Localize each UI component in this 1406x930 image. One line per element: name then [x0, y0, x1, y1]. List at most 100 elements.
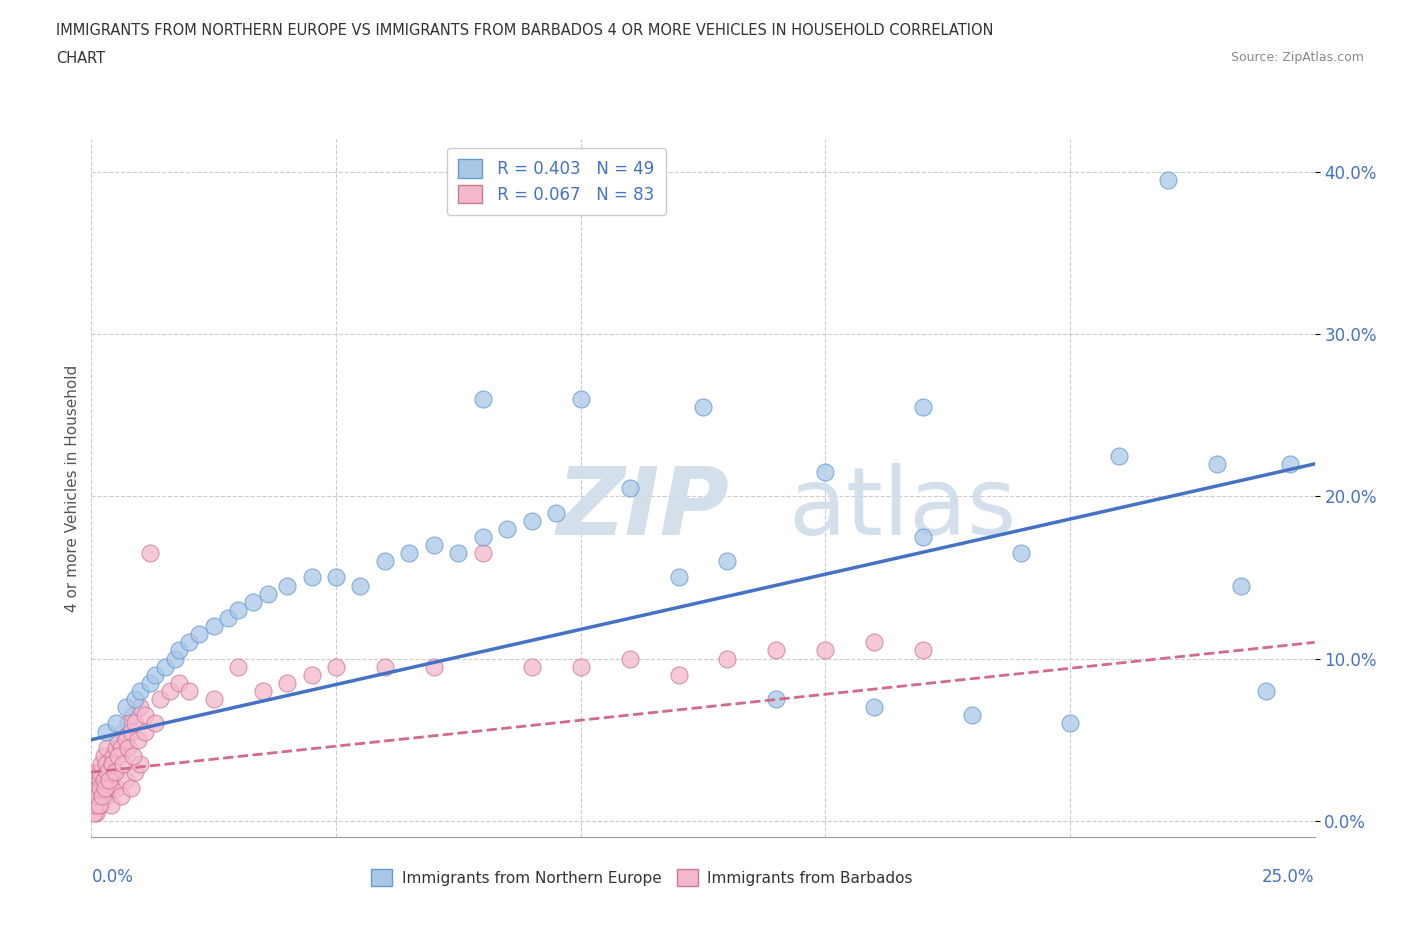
Point: [765, 643, 787, 658]
Point: [94, 781, 117, 796]
Point: [104, 764, 127, 779]
Point: [143, 668, 166, 683]
Point: [301, 570, 323, 585]
Point: [134, 724, 156, 739]
Point: [139, 546, 162, 561]
Point: [226, 659, 249, 674]
Point: [89, 764, 111, 779]
Point: [127, 732, 149, 747]
Point: [169, 643, 191, 658]
Point: [122, 708, 145, 723]
Point: [120, 724, 142, 739]
Point: [569, 392, 592, 406]
Point: [153, 659, 176, 674]
Point: [96, 740, 118, 755]
Point: [374, 553, 396, 568]
Legend: Immigrants from Northern Europe, Immigrants from Barbados: Immigrants from Northern Europe, Immigra…: [366, 863, 918, 892]
Text: IMMIGRANTS FROM NORTHERN EUROPE VS IMMIGRANTS FROM BARBADOS 4 OR MORE VEHICLES I: IMMIGRANTS FROM NORTHERN EUROPE VS IMMIG…: [56, 23, 994, 38]
Point: [912, 643, 935, 658]
Point: [668, 570, 690, 585]
Point: [117, 716, 139, 731]
Point: [423, 538, 446, 552]
Point: [1205, 457, 1227, 472]
Point: [89, 781, 111, 796]
Text: Source: ZipAtlas.com: Source: ZipAtlas.com: [1230, 51, 1364, 64]
Point: [84, 805, 107, 820]
Point: [349, 578, 371, 593]
Point: [169, 675, 191, 690]
Point: [814, 465, 837, 480]
Point: [496, 522, 519, 537]
Point: [546, 505, 568, 520]
Point: [87, 797, 110, 812]
Point: [96, 764, 118, 779]
Point: [90, 797, 112, 812]
Point: [301, 668, 323, 683]
Point: [129, 699, 152, 714]
Point: [129, 757, 152, 772]
Point: [471, 546, 494, 561]
Text: atlas: atlas: [789, 463, 1017, 555]
Point: [692, 400, 714, 415]
Point: [83, 805, 105, 820]
Point: [98, 781, 121, 796]
Point: [1157, 173, 1180, 188]
Point: [103, 749, 125, 764]
Point: [90, 757, 112, 772]
Point: [447, 546, 470, 561]
Point: [94, 757, 117, 772]
Point: [179, 684, 201, 698]
Point: [100, 797, 122, 812]
Point: [716, 651, 738, 666]
Point: [188, 627, 211, 642]
Point: [814, 643, 837, 658]
Point: [87, 789, 110, 804]
Point: [912, 400, 935, 415]
Point: [112, 757, 135, 772]
Point: [471, 529, 494, 544]
Point: [1010, 546, 1032, 561]
Point: [110, 740, 132, 755]
Point: [89, 773, 111, 788]
Text: 0.0%: 0.0%: [91, 869, 134, 886]
Point: [374, 659, 396, 674]
Text: ZIP: ZIP: [557, 463, 730, 555]
Point: [93, 773, 115, 788]
Point: [104, 781, 127, 796]
Point: [117, 740, 139, 755]
Point: [398, 546, 420, 561]
Point: [325, 659, 347, 674]
Point: [110, 789, 132, 804]
Point: [120, 781, 142, 796]
Point: [86, 764, 108, 779]
Y-axis label: 4 or more Vehicles in Household: 4 or more Vehicles in Household: [65, 365, 80, 612]
Point: [84, 773, 107, 788]
Point: [276, 675, 298, 690]
Point: [124, 692, 146, 707]
Point: [98, 773, 121, 788]
Point: [112, 724, 135, 739]
Point: [87, 781, 110, 796]
Point: [1059, 716, 1081, 731]
Point: [423, 659, 446, 674]
Point: [1108, 448, 1130, 463]
Point: [1230, 578, 1253, 593]
Point: [520, 513, 543, 528]
Point: [1279, 457, 1302, 472]
Point: [716, 553, 738, 568]
Point: [122, 749, 145, 764]
Point: [129, 684, 152, 698]
Point: [960, 708, 983, 723]
Point: [93, 773, 115, 788]
Point: [91, 789, 114, 804]
Point: [159, 684, 181, 698]
Point: [863, 699, 886, 714]
Point: [863, 635, 886, 650]
Point: [1254, 684, 1277, 698]
Point: [100, 773, 122, 788]
Point: [124, 716, 146, 731]
Point: [276, 578, 298, 593]
Point: [114, 773, 136, 788]
Point: [94, 789, 117, 804]
Point: [114, 699, 136, 714]
